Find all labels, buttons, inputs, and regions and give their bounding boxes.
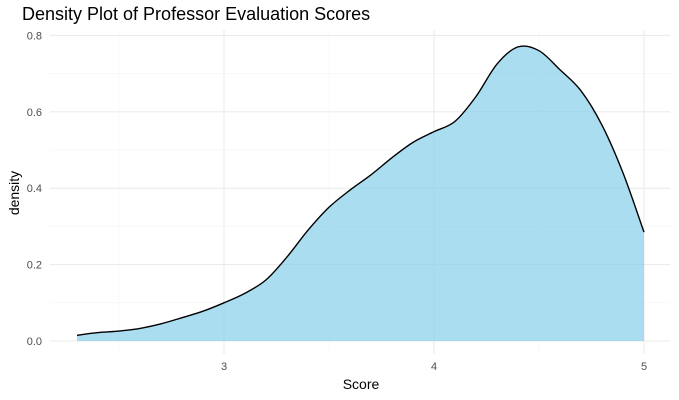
y-axis-title: density [6, 171, 22, 215]
x-tick-label: 5 [641, 361, 647, 373]
chart-title: Density Plot of Professor Evaluation Sco… [22, 4, 370, 24]
y-tick-label: 0.8 [27, 30, 42, 42]
x-axis-title: Score [343, 376, 380, 392]
x-tick-label: 4 [431, 361, 437, 373]
density-marks [76, 45, 645, 342]
y-tick-label: 0.4 [27, 183, 42, 195]
y-tick-label: 0.6 [27, 107, 42, 119]
density-area [77, 45, 644, 342]
y-tick-label: 0.0 [27, 336, 42, 348]
y-tick-label: 0.2 [27, 260, 42, 272]
x-tick-label: 3 [221, 361, 227, 373]
y-axis-ticks: 0.0 0.2 0.4 0.6 0.8 [27, 30, 42, 348]
x-axis-ticks: 3 4 5 [221, 361, 647, 373]
density-line [76, 45, 645, 336]
